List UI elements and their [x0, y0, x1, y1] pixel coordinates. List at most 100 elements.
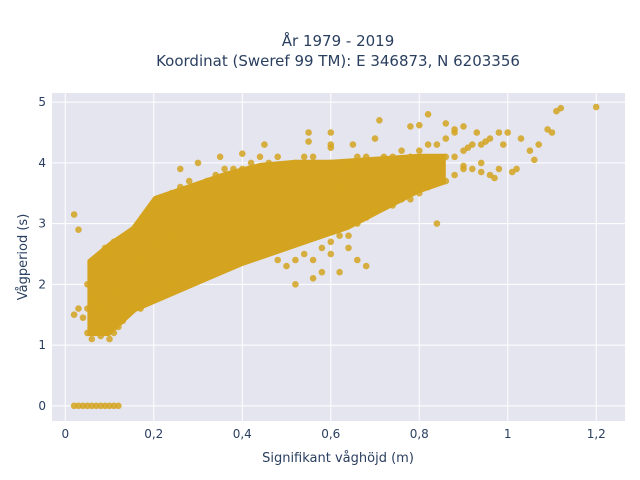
data-point — [345, 159, 352, 167]
data-point — [376, 117, 383, 124]
data-point — [97, 275, 104, 282]
data-point — [265, 189, 273, 197]
y-tick-label: 3 — [38, 217, 46, 231]
x-tick-label: 0,4 — [233, 427, 252, 441]
data-point — [154, 287, 162, 294]
data-point — [274, 183, 282, 191]
data-point — [137, 220, 144, 227]
data-point — [110, 238, 118, 246]
data-point — [70, 211, 78, 218]
data-point — [97, 250, 104, 258]
data-point — [309, 183, 317, 191]
data-point — [194, 268, 202, 276]
data-point — [354, 189, 361, 197]
data-point — [274, 220, 282, 227]
data-point — [318, 268, 326, 276]
data-point — [185, 177, 193, 185]
x-tick-label: 0 — [61, 427, 69, 441]
data-point — [424, 111, 432, 118]
data-point — [84, 281, 91, 288]
data-point — [261, 141, 268, 148]
data-point — [336, 183, 343, 191]
data-point — [106, 281, 113, 288]
data-point — [75, 305, 82, 312]
data-point — [119, 281, 127, 288]
data-point — [137, 305, 144, 312]
data-point — [495, 165, 503, 173]
data-point — [128, 238, 135, 246]
y-tick-label: 1 — [38, 338, 46, 352]
data-point — [119, 244, 127, 252]
data-point — [70, 311, 78, 319]
y-tick-label: 2 — [38, 277, 46, 291]
data-point — [380, 202, 388, 209]
data-point — [318, 165, 326, 173]
data-point — [203, 262, 211, 270]
data-point — [371, 208, 379, 215]
data-point — [256, 189, 264, 197]
data-point — [451, 171, 458, 179]
data-point — [548, 129, 556, 136]
data-point — [442, 135, 450, 142]
data-point — [380, 153, 388, 161]
y-tick-label: 4 — [38, 156, 46, 170]
data-point — [327, 144, 335, 151]
data-point — [433, 141, 441, 148]
data-point — [141, 293, 149, 300]
data-point — [451, 153, 458, 161]
data-point — [371, 135, 379, 142]
data-point — [433, 177, 441, 185]
data-point — [123, 275, 131, 282]
data-point — [336, 165, 343, 173]
data-point — [92, 293, 100, 300]
data-point — [84, 329, 91, 337]
data-point — [292, 281, 299, 288]
data-point — [327, 159, 335, 167]
data-point — [327, 250, 335, 258]
x-axis-title: Signifikant våghöjd (m) — [262, 451, 414, 466]
data-point — [154, 196, 162, 203]
data-point — [177, 226, 184, 233]
data-point — [239, 202, 246, 209]
data-point — [150, 244, 158, 252]
data-point — [345, 232, 352, 239]
data-point — [305, 138, 312, 145]
data-point — [128, 268, 135, 276]
data-point — [407, 165, 414, 173]
data-point — [495, 129, 503, 136]
data-point — [212, 220, 219, 227]
data-point — [247, 196, 255, 203]
data-points — [70, 103, 600, 410]
data-point — [141, 214, 149, 221]
data-point — [283, 214, 290, 221]
data-point — [212, 171, 219, 179]
data-point — [354, 171, 361, 179]
data-point — [491, 174, 498, 182]
data-point — [416, 171, 423, 179]
x-tick-label: 1,2 — [587, 427, 606, 441]
data-point — [407, 196, 414, 203]
data-point — [247, 244, 255, 252]
data-point — [88, 299, 96, 306]
data-point — [265, 232, 273, 239]
data-point — [119, 317, 127, 325]
data-point — [473, 129, 481, 136]
data-point — [469, 165, 476, 173]
data-point — [221, 165, 228, 173]
x-tick-label: 0,6 — [321, 427, 340, 441]
data-point — [177, 165, 184, 173]
data-point — [274, 153, 282, 161]
data-point — [247, 159, 255, 167]
data-point — [557, 104, 565, 112]
data-point — [194, 159, 202, 167]
data-point — [123, 311, 131, 319]
data-point — [168, 232, 175, 239]
data-point — [300, 202, 308, 209]
data-point — [150, 202, 158, 209]
data-point — [451, 126, 458, 133]
data-point — [416, 147, 423, 154]
data-point — [371, 159, 379, 167]
data-point — [345, 196, 352, 203]
data-point — [309, 256, 317, 264]
